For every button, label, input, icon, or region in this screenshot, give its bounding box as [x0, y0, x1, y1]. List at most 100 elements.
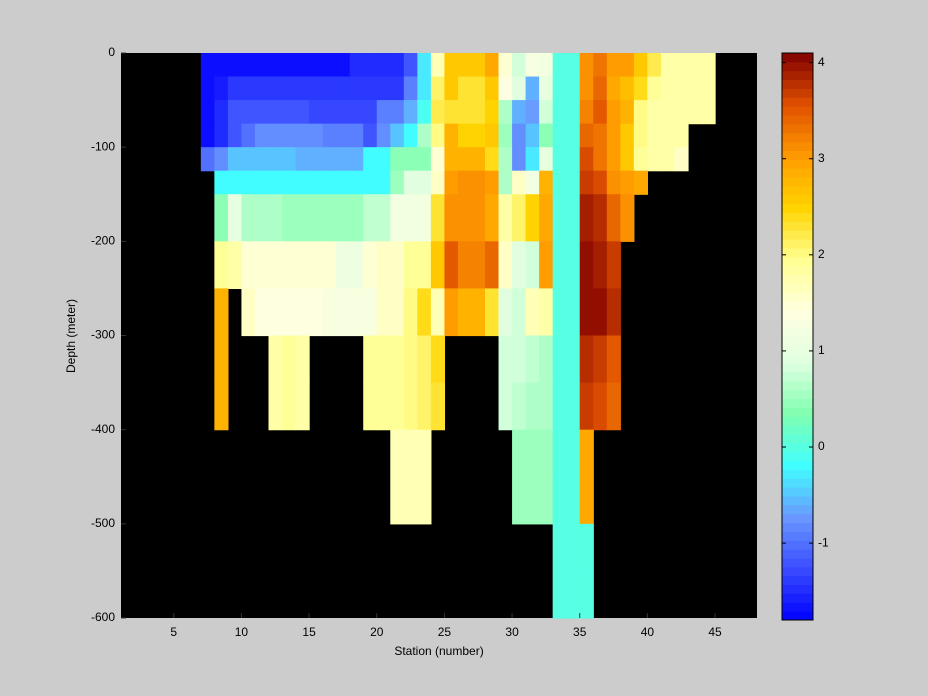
heatmap-cell	[539, 147, 554, 172]
x-tick-label: 5	[170, 625, 177, 639]
heatmap-cell	[227, 123, 243, 148]
y-tick-label: -400	[91, 422, 115, 436]
heatmap-cell	[606, 147, 621, 172]
heatmap-cell	[227, 241, 243, 290]
heatmap-cell	[579, 170, 594, 195]
colorbar-swatch	[782, 487, 813, 497]
y-tick-label: -300	[91, 328, 115, 342]
heatmap-cell	[376, 382, 391, 431]
heatmap-cell	[539, 382, 554, 431]
heatmap-cell	[701, 100, 716, 125]
heatmap-cell	[417, 194, 432, 242]
heatmap-cell	[363, 123, 378, 148]
heatmap-cell	[214, 194, 229, 242]
colorbar-swatch	[782, 123, 813, 134]
heatmap-cell	[525, 123, 540, 148]
heatmap-cell	[403, 382, 418, 431]
colorbar-swatch	[782, 212, 813, 222]
y-tick-label: -500	[91, 516, 115, 530]
heatmap-cell	[498, 53, 513, 78]
heatmap-cell	[417, 76, 432, 101]
heatmap-cell	[471, 241, 486, 290]
heatmap-cell	[336, 123, 351, 148]
heatmap-cell	[620, 76, 635, 101]
colorbar-swatch	[782, 425, 813, 435]
colorbar-swatch	[782, 309, 813, 320]
heatmap-cell	[539, 241, 554, 290]
heatmap-cell	[471, 100, 486, 125]
colorbar-tick-label: 2	[818, 247, 825, 261]
heatmap-cell	[241, 194, 256, 242]
heatmap-cell	[674, 53, 689, 78]
heatmap-cell	[579, 382, 594, 431]
heatmap-cell	[525, 100, 540, 125]
heatmap-cell	[687, 100, 703, 125]
heatmap-cell	[322, 241, 337, 290]
heatmap-cell	[512, 429, 527, 478]
colorbar-swatch	[782, 150, 813, 160]
heatmap-cell	[403, 476, 418, 525]
heatmap-cell	[498, 194, 513, 242]
heatmap-cell	[430, 123, 446, 148]
heatmap-cell	[268, 382, 283, 431]
heatmap-cell	[620, 100, 635, 125]
colorbar-tick-label: 4	[818, 55, 825, 69]
colorbar-swatch	[782, 256, 813, 267]
heatmap-cell	[525, 147, 540, 172]
heatmap-cell	[566, 170, 581, 195]
heatmap-cell	[241, 170, 256, 195]
heatmap-cell	[566, 335, 581, 384]
heatmap-cell	[349, 241, 364, 290]
colorbar-frame	[781, 52, 814, 621]
heatmap-cell	[403, 123, 418, 148]
heatmap-cell	[620, 53, 635, 78]
heatmap-cell	[403, 147, 418, 172]
colorbar-swatch	[782, 141, 813, 151]
heatmap-cell	[322, 147, 337, 172]
heatmap-cell	[295, 288, 310, 337]
heatmap-cell	[417, 147, 432, 172]
colorbar-swatch	[782, 451, 813, 462]
x-tick-label: 35	[573, 625, 587, 639]
heatmap-cell	[295, 170, 310, 195]
colorbar-swatch	[782, 265, 813, 275]
heatmap-cell	[444, 76, 459, 101]
heatmap-cell	[363, 288, 378, 337]
heatmap-cell	[349, 53, 364, 78]
heatmap-cell	[593, 123, 608, 148]
heatmap-cell	[282, 123, 297, 148]
heatmap-cell	[579, 76, 594, 101]
heatmap-cell	[430, 241, 446, 290]
heatmap-cell	[674, 76, 689, 101]
heatmap-cell	[309, 100, 324, 125]
heatmap-cell	[403, 194, 418, 242]
heatmap-cell	[566, 53, 581, 78]
heatmap-cell	[457, 123, 473, 148]
heatmap-cell	[674, 100, 689, 125]
heatmap-cell	[214, 241, 229, 290]
x-axis-title: Station (number)	[394, 644, 483, 658]
colorbar-swatch	[782, 557, 813, 568]
heatmap-cell	[566, 241, 581, 290]
heatmap-cell	[322, 194, 337, 242]
heatmap-cell	[349, 123, 364, 148]
heatmap-cell	[471, 76, 486, 101]
heatmap-cell	[512, 100, 527, 125]
heatmap-cell	[254, 76, 270, 101]
heatmap-cell	[376, 241, 391, 290]
heatmap-cell	[254, 147, 270, 172]
heatmap-cell	[349, 170, 364, 195]
heatmap-cell	[647, 147, 662, 172]
heatmap-cell	[268, 288, 283, 337]
heatmap-cell	[403, 241, 418, 290]
heatmap-cell	[552, 170, 567, 195]
heatmap-cell	[268, 123, 283, 148]
heatmap-cell	[593, 335, 608, 384]
colorbar-swatch	[782, 593, 813, 603]
heatmap-cell	[430, 170, 446, 195]
heatmap-cell	[606, 241, 621, 290]
heatmap-cell	[254, 288, 270, 337]
heatmap-cell	[552, 335, 567, 384]
colorbar-swatch	[782, 549, 813, 559]
